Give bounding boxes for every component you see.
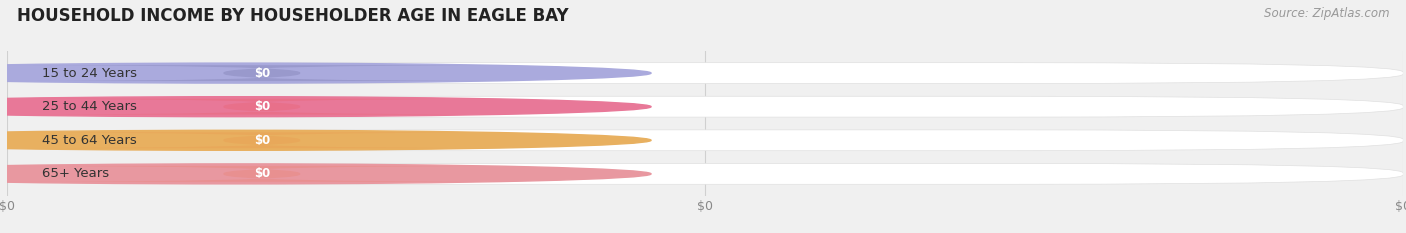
FancyBboxPatch shape	[7, 63, 1403, 83]
FancyBboxPatch shape	[0, 132, 530, 148]
Text: 15 to 24 Years: 15 to 24 Years	[42, 67, 136, 80]
Text: Source: ZipAtlas.com: Source: ZipAtlas.com	[1264, 7, 1389, 20]
Text: 25 to 44 Years: 25 to 44 Years	[42, 100, 136, 113]
Text: HOUSEHOLD INCOME BY HOUSEHOLDER AGE IN EAGLE BAY: HOUSEHOLD INCOME BY HOUSEHOLDER AGE IN E…	[17, 7, 568, 25]
Circle shape	[0, 63, 651, 83]
FancyBboxPatch shape	[7, 130, 1403, 151]
Circle shape	[0, 97, 651, 117]
Circle shape	[0, 164, 651, 184]
FancyBboxPatch shape	[0, 99, 530, 115]
FancyBboxPatch shape	[7, 96, 1403, 117]
Text: 45 to 64 Years: 45 to 64 Years	[42, 134, 136, 147]
Text: $0: $0	[253, 134, 270, 147]
Circle shape	[0, 130, 651, 150]
FancyBboxPatch shape	[7, 164, 1403, 184]
Text: $0: $0	[253, 167, 270, 180]
Text: 65+ Years: 65+ Years	[42, 167, 110, 180]
FancyBboxPatch shape	[0, 166, 530, 182]
Text: $0: $0	[253, 67, 270, 80]
FancyBboxPatch shape	[0, 65, 530, 81]
Text: $0: $0	[253, 100, 270, 113]
